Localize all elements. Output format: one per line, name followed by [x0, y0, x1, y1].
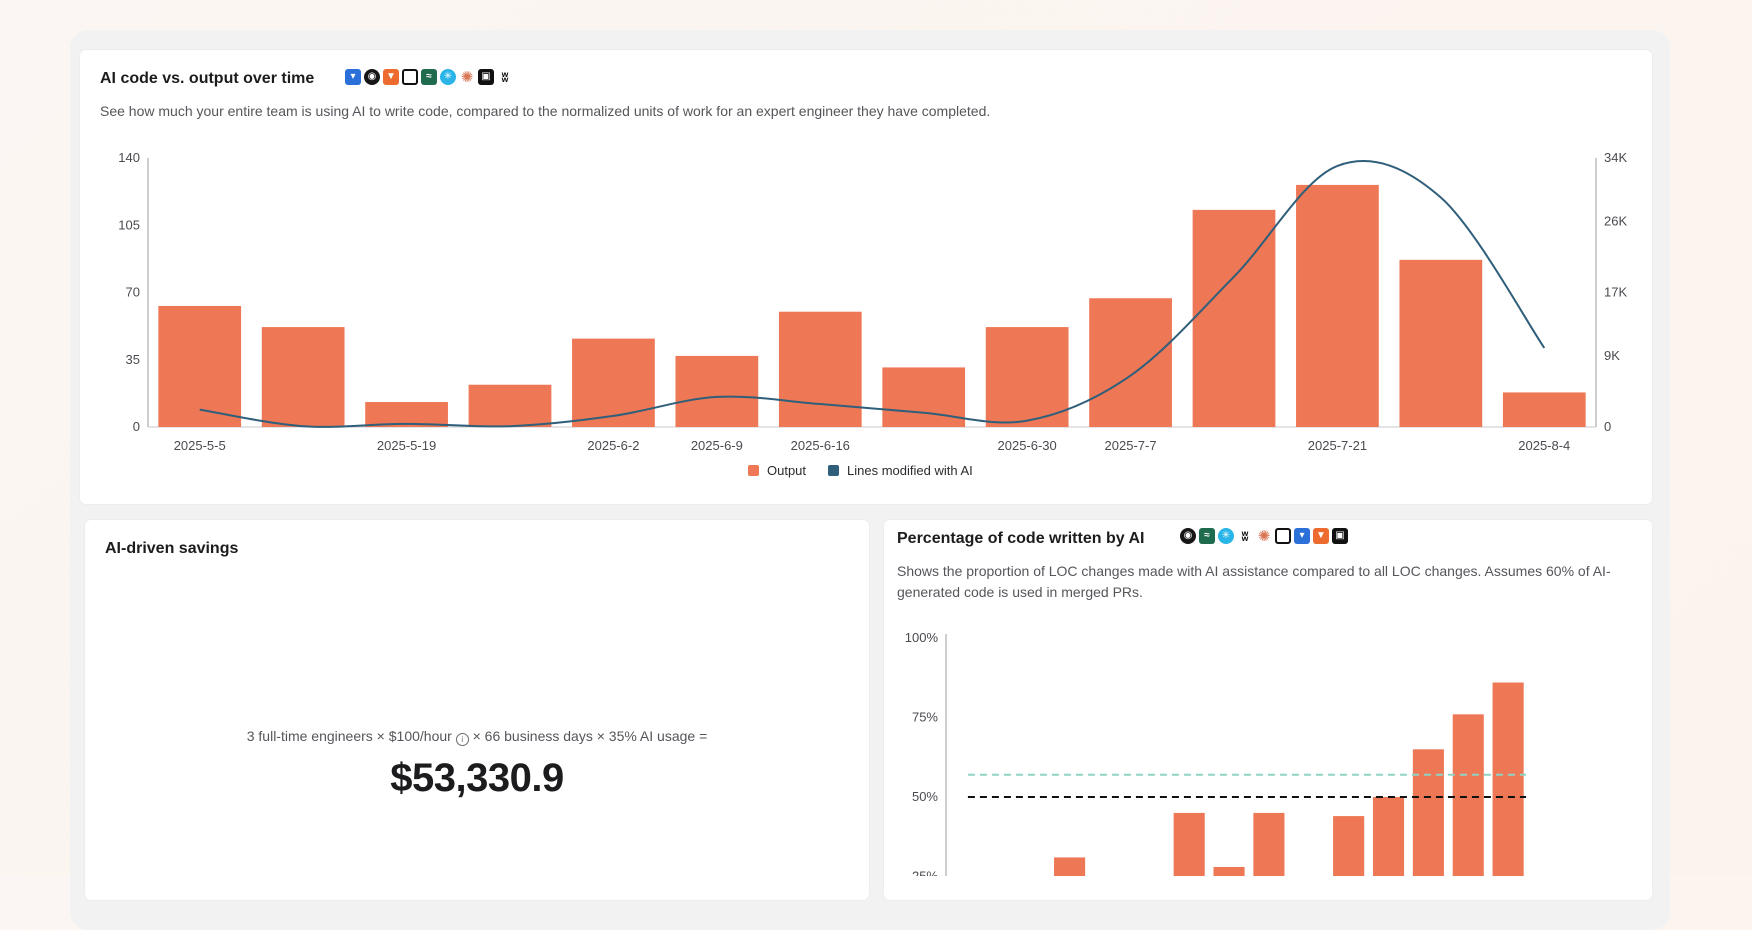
pct-bar — [1253, 812, 1285, 876]
integration-icons: ▾ ◉ ▼ ≈ ✳ ✺ ▣ ʬ — [345, 69, 513, 85]
y-left-tick-label: 70 — [126, 285, 140, 300]
x-tick-label: 2025-7-21 — [1308, 438, 1367, 450]
snowflake-icon: ✳ — [1218, 528, 1234, 544]
x-tick-label: 2025-6-9 — [691, 438, 743, 450]
legend-lines-label: Lines modified with AI — [847, 463, 973, 478]
gitlab-icon: ▼ — [383, 69, 399, 85]
y-right-tick-label: 17K — [1604, 285, 1627, 300]
chart-legend: Output Lines modified with AI — [748, 463, 973, 478]
formula-pre: 3 full-time engineers × $100/hour — [246, 728, 452, 744]
y-right-tick-label: 0 — [1604, 419, 1611, 434]
warp-icon: ʬ — [1237, 528, 1253, 544]
card-description: See how much your entire team is using A… — [100, 103, 991, 119]
pct-description: Shows the proportion of LOC changes made… — [897, 563, 1611, 600]
copilot-icon: ▣ — [478, 69, 494, 85]
legend-output[interactable]: Output — [748, 463, 806, 478]
output-bar — [572, 338, 655, 427]
output-bar — [1192, 209, 1276, 427]
pct-y-tick-label: 50% — [912, 789, 938, 804]
x-tick-label: 2025-6-30 — [998, 438, 1057, 450]
savings-formula: 3 full-time engineers × $100/hour i × 66… — [85, 728, 869, 746]
output-bar — [158, 305, 242, 427]
output-bar — [985, 327, 1069, 427]
pct-bar — [1213, 866, 1245, 876]
output-bar — [468, 384, 552, 427]
output-bar — [778, 311, 862, 427]
legend-lines[interactable]: Lines modified with AI — [828, 463, 973, 478]
x-tick-label: 2025-5-5 — [174, 438, 226, 450]
cursor-icon — [1275, 528, 1291, 544]
formula-post: × 66 business days × 35% AI usage = — [472, 728, 708, 744]
pct-y-tick-label: 25% — [912, 869, 938, 877]
github-icon: ◉ — [364, 69, 380, 85]
y-left-tick-label: 35 — [126, 352, 140, 367]
y-left-tick-label: 0 — [133, 419, 140, 434]
savings-amount: $53,330.9 — [390, 756, 564, 800]
output-bar — [1296, 184, 1379, 427]
ai-percentage-chart: 100% 75% 50% 25% — [905, 630, 1527, 877]
savings-title: AI-driven savings — [105, 540, 239, 557]
output-bar — [675, 355, 759, 427]
cursor-icon — [402, 69, 418, 85]
bitbucket-icon: ▾ — [1294, 528, 1310, 544]
pct-y-tick-label: 100% — [905, 630, 939, 645]
pct-bar — [1054, 857, 1086, 876]
ai-code-vs-output-card — [80, 50, 1652, 504]
bitbucket-icon: ▾ — [345, 69, 361, 85]
legend-output-swatch — [748, 465, 759, 476]
ai-code-vs-output-chart: 0 35 70 105 140 0 9K 17K 26K 34K 2025-5-5 2025-5-19… — [118, 150, 1627, 450]
pct-bar — [1173, 812, 1205, 876]
output-bar — [1089, 298, 1172, 427]
pct-title: Percentage of code written by AI — [897, 530, 1145, 547]
output-bar — [261, 327, 345, 427]
snowflake-icon: ✳ — [440, 69, 456, 85]
ai-savings-card — [85, 520, 869, 900]
x-tick-label: 2025-8-4 — [1518, 438, 1570, 450]
copilot-icon: ▣ — [1332, 528, 1348, 544]
claude-icon: ✺ — [1256, 527, 1272, 545]
x-tick-label: 2025-5-19 — [377, 438, 436, 450]
x-tick-label: 2025-6-2 — [587, 438, 639, 450]
windsurf-icon: ≈ — [1199, 528, 1215, 544]
pct-bar — [1333, 816, 1365, 876]
y-right-tick-label: 9K — [1604, 348, 1620, 363]
card-title: AI code vs. output over time — [100, 70, 315, 87]
output-bar — [1502, 392, 1586, 427]
y-left-tick-label: 140 — [118, 150, 140, 165]
pct-y-tick-label: 75% — [912, 710, 938, 725]
claude-icon: ✺ — [459, 68, 475, 86]
legend-lines-swatch — [828, 465, 840, 476]
y-left-tick-label: 105 — [118, 217, 140, 232]
info-icon[interactable]: i — [455, 733, 469, 746]
x-tick-label: 2025-7-7 — [1105, 438, 1157, 450]
pct-bar — [1372, 797, 1405, 876]
gitlab-icon: ▼ — [1313, 528, 1329, 544]
x-tick-label: 2025-6-16 — [791, 438, 850, 450]
output-bar — [882, 367, 966, 427]
y-right-tick-label: 26K — [1604, 213, 1627, 228]
legend-output-label: Output — [767, 463, 807, 478]
github-icon: ◉ — [1180, 528, 1196, 544]
warp-icon: ʬ — [497, 69, 513, 85]
pct-bar — [1412, 749, 1444, 876]
pct-integration-icons: ◉ ≈ ✳ ʬ ✺ ▾ ▼ ▣ — [1180, 528, 1348, 544]
y-right-tick-label: 34K — [1604, 150, 1627, 165]
output-bar — [1399, 259, 1483, 427]
windsurf-icon: ≈ — [421, 69, 437, 85]
pct-bar — [1452, 714, 1484, 876]
pct-bar — [1492, 682, 1524, 876]
lines-modified-line — [199, 160, 1546, 428]
